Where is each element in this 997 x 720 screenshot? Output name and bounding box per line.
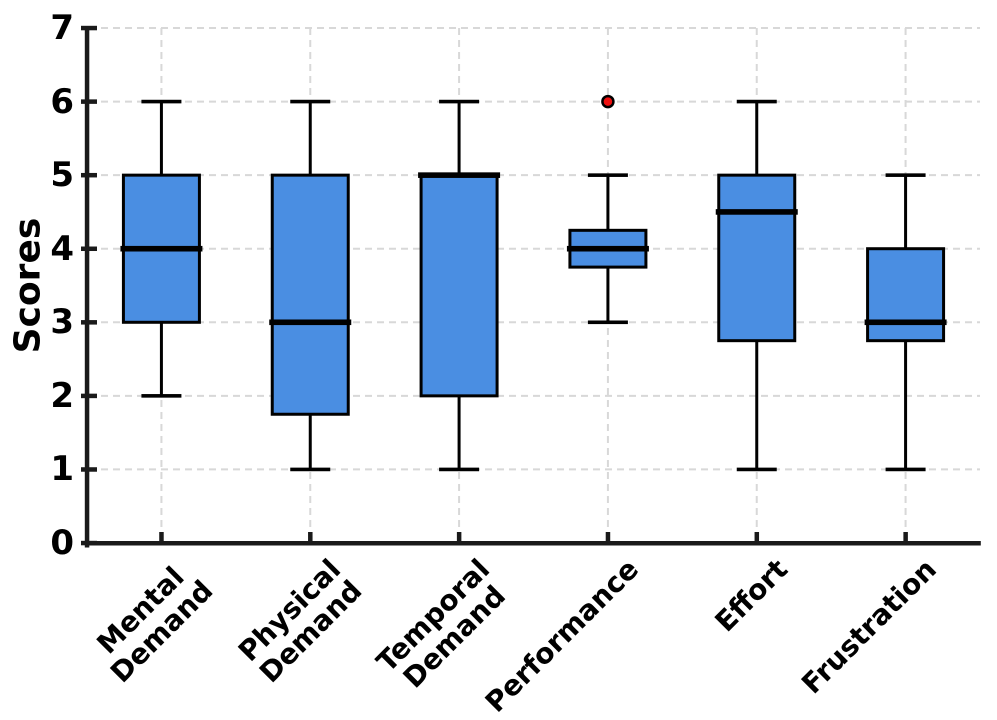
whisker-cap-upper	[439, 99, 480, 104]
outlier-point	[601, 94, 615, 109]
x-tick	[159, 532, 164, 543]
y-tick	[81, 99, 97, 104]
box-physical-demand	[270, 173, 350, 416]
y-tick	[81, 540, 97, 546]
y-tick-label: 0	[50, 523, 74, 563]
whisker-cap-lower	[439, 467, 480, 472]
box-temporal-demand	[419, 173, 499, 398]
y-tick-label: 1	[50, 449, 74, 490]
box-frustration	[866, 247, 946, 343]
y-tick	[81, 393, 97, 399]
y-tick-label: 6	[50, 81, 74, 122]
y-tick-label: 2	[50, 375, 74, 416]
y-tick	[81, 320, 97, 325]
x-tick	[456, 532, 462, 543]
y-tick	[81, 246, 97, 252]
whisker-cap-lower	[290, 467, 331, 472]
whisker-cap-lower	[885, 467, 926, 472]
median-line	[864, 319, 947, 326]
x-tick	[754, 532, 760, 543]
median-line	[120, 245, 203, 252]
y-tick-label: 7	[50, 8, 74, 48]
y-tick	[81, 172, 97, 178]
y-axis-spine	[84, 26, 90, 548]
whisker-cap-upper	[736, 99, 777, 104]
whisker-cap-upper	[290, 99, 331, 104]
y-tick-label: 5	[50, 155, 74, 196]
median-line	[715, 209, 798, 215]
x-tick	[903, 532, 908, 543]
whisker-cap-upper	[141, 99, 182, 104]
y-tick	[81, 25, 97, 31]
whisker-cap-upper	[587, 173, 628, 177]
y-tick	[81, 467, 97, 472]
whisker-cap-lower	[736, 467, 777, 472]
x-axis-spine	[84, 541, 981, 546]
y-tick-label: 4	[50, 228, 74, 269]
x-tick	[308, 532, 313, 543]
whisker-cap-lower	[141, 394, 182, 398]
y-tick-label: 3	[50, 302, 74, 343]
whisker-cap-lower	[587, 320, 628, 325]
whisker-cap-upper	[885, 173, 926, 177]
median-line	[566, 245, 649, 252]
x-tick	[605, 532, 611, 543]
median-line	[269, 319, 352, 326]
box-effort	[717, 173, 797, 343]
median-line	[418, 172, 501, 178]
